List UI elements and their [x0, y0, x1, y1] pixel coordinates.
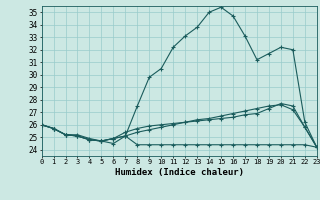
X-axis label: Humidex (Indice chaleur): Humidex (Indice chaleur): [115, 168, 244, 177]
